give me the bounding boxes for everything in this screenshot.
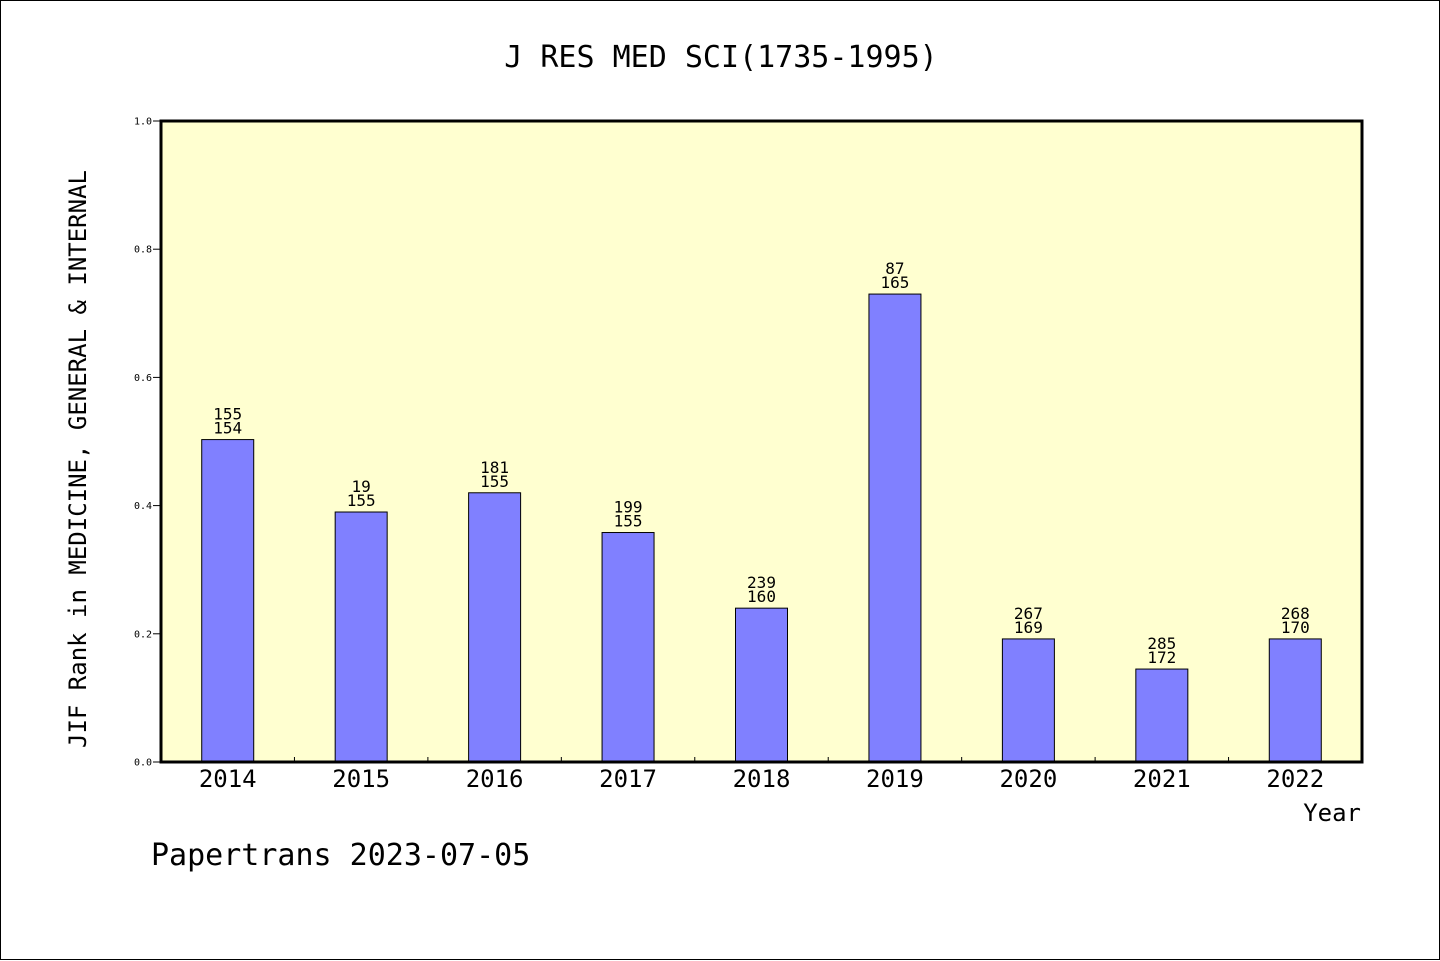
x-tick-label: 2017	[599, 765, 657, 793]
y-tick-label: 0.2	[134, 629, 152, 640]
bar-label-top: 285	[1147, 634, 1176, 653]
bar	[1001, 638, 1055, 763]
y-tick-label: 0.6	[134, 373, 152, 384]
bar-label-top: 239	[747, 573, 776, 592]
x-tick-label: 2015	[332, 765, 390, 793]
x-tick-label: 2018	[733, 765, 791, 793]
x-tick-label: 2014	[199, 765, 257, 793]
bar	[1268, 638, 1322, 763]
x-axis-ticks: 2014 2015 2016 2017 2018 2019 2020 2021 2022	[199, 757, 1324, 793]
y-tick-label: 0.0	[134, 758, 152, 769]
x-tick-label: 2021	[1133, 765, 1191, 793]
bar	[868, 293, 922, 763]
bar	[201, 439, 255, 763]
bar-label-top: 181	[480, 458, 509, 477]
bar-label-top: 19	[352, 477, 371, 496]
x-tick-label: 2016	[466, 765, 524, 793]
y-tick-label: 1.0	[134, 117, 152, 128]
bar-label-top: 267	[1014, 604, 1043, 623]
bar-label-top: 87	[885, 259, 904, 278]
y-axis-label: JIF Rank in MEDICINE, GENERAL & INTERNAL	[64, 170, 92, 748]
y-axis-ticks: 0.0 0.2 0.4 0.6 0.8 1.0	[134, 117, 161, 769]
bar-label-bottom: 165	[880, 273, 909, 292]
bar-label-bottom: 154	[213, 419, 242, 438]
bar-label-top: 155	[213, 405, 242, 424]
y-tick-label: 0.4	[134, 501, 152, 512]
bar-label-bottom: 172	[1147, 648, 1176, 667]
bar	[601, 532, 655, 763]
bar-label-top: 268	[1281, 604, 1310, 623]
bar	[334, 511, 388, 763]
bar-label-bottom: 170	[1281, 618, 1310, 637]
bar-label-bottom: 169	[1014, 618, 1043, 637]
x-tick-label: 2020	[999, 765, 1057, 793]
bar	[468, 492, 522, 763]
y-tick-label: 0.8	[134, 245, 152, 256]
bar-label-bottom: 155	[347, 491, 376, 510]
bar	[735, 607, 788, 763]
footer-text: Papertrans 2023-07-05	[151, 838, 530, 873]
bar-label-bottom: 160	[747, 587, 776, 606]
bar-label-bottom: 155	[480, 472, 509, 491]
chart-title: J RES MED SCI(1735-1995)	[504, 40, 937, 75]
bars-group: 1551541915518115519915523916087165267169…	[201, 259, 1322, 763]
plot-border	[159, 119, 1364, 764]
x-axis-label: Year	[1303, 799, 1361, 827]
bar	[1135, 668, 1189, 763]
bar-label-top: 199	[614, 498, 643, 517]
x-tick-label: 2022	[1266, 765, 1324, 793]
x-tick-label: 2019	[866, 765, 924, 793]
bar-label-bottom: 155	[614, 512, 643, 531]
